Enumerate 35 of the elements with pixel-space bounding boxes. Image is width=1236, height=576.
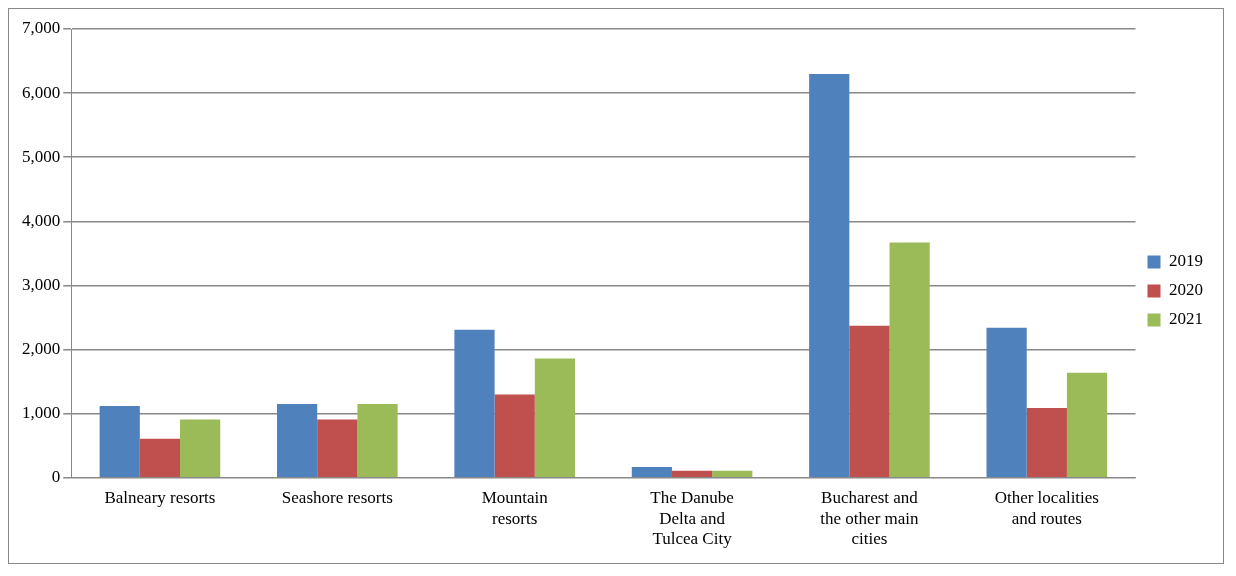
bar — [494, 394, 535, 478]
y-tick-label: 5,000 — [22, 146, 61, 166]
bar — [317, 419, 358, 478]
bar — [139, 438, 181, 478]
y-tick-label: 3,000 — [22, 274, 61, 294]
x-tick-label: Seashore resorts — [281, 488, 393, 508]
bar — [277, 404, 318, 478]
bar — [809, 73, 850, 478]
bar — [534, 358, 575, 478]
x-tick-label: Other localities and routes — [994, 488, 1099, 528]
y-tick-label: 6,000 — [22, 82, 61, 102]
y-tick-label: 7,000 — [22, 18, 61, 38]
bar — [671, 470, 713, 478]
bar — [1066, 372, 1108, 478]
bar — [889, 242, 930, 478]
x-tick-label: The Danube Delta and Tulcea City — [650, 488, 734, 549]
bar — [712, 470, 753, 478]
bar — [454, 329, 495, 478]
bar — [180, 419, 221, 478]
y-tick-label: 1,000 — [22, 403, 61, 423]
bar — [631, 466, 672, 478]
bar — [99, 405, 140, 478]
y-tick-label: 0 — [51, 467, 61, 487]
legend-label: 2021 — [1169, 309, 1203, 329]
bar — [849, 325, 890, 478]
y-tick-label: 2,000 — [22, 339, 61, 359]
bar — [1026, 407, 1067, 478]
x-tick-label: Mountain resorts — [481, 488, 549, 528]
x-tick-label: Balneary resorts — [104, 488, 216, 508]
bar — [357, 404, 398, 478]
legend-label: 2020 — [1169, 280, 1203, 300]
x-tick-label: Bucharest and the other main cities — [820, 488, 920, 549]
bar — [986, 327, 1027, 478]
legend-label: 2019 — [1169, 251, 1203, 271]
y-tick-label: 4,000 — [22, 210, 61, 230]
